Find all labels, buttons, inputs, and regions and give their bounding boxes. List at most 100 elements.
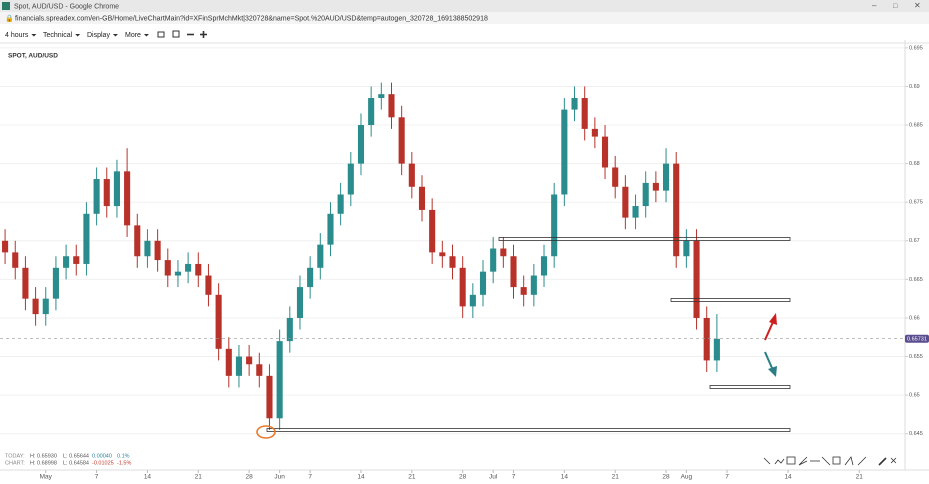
candle-body <box>225 348 232 376</box>
candle-body <box>601 136 609 168</box>
y-tick-label: 0.69 <box>909 84 920 90</box>
candle-body <box>307 267 314 288</box>
x-tick-label: 14 <box>784 474 792 481</box>
candle-body <box>469 294 476 307</box>
menu-button[interactable]: More <box>125 32 141 39</box>
maximize[interactable]: □ <box>893 3 898 10</box>
drawn-zones <box>266 237 791 432</box>
info-cell: CHART: <box>5 460 25 466</box>
chart-title: SPOT, AUD/USD <box>8 53 58 60</box>
candle-body <box>2 240 9 253</box>
arrow-up <box>764 313 777 341</box>
info-cell: 0.1% <box>117 453 130 459</box>
info-cell: -0.01025 <box>92 460 114 466</box>
y-tick-label: 0.66 <box>909 315 920 321</box>
candle-body <box>378 94 385 99</box>
lock-icon: 🔒 <box>5 14 14 22</box>
candle-body <box>347 163 354 195</box>
y-tick-label: 0.655 <box>909 354 923 360</box>
candle-body <box>205 275 212 295</box>
tool[interactable] <box>857 456 867 466</box>
info-cell: L: 0.65644 <box>63 453 89 459</box>
x-tick-label: 7 <box>308 474 312 481</box>
tool[interactable] <box>763 457 771 465</box>
save-icon[interactable] <box>172 30 180 38</box>
toolbar-icons <box>157 30 207 38</box>
y-tick-label: 0.685 <box>909 122 923 128</box>
candle-body <box>276 341 283 419</box>
candle-body <box>662 163 670 191</box>
y-tick-label: 0.67 <box>909 238 920 244</box>
tool[interactable] <box>832 456 841 465</box>
drawing-tools <box>763 456 897 466</box>
menu-button[interactable]: Technical <box>43 32 73 39</box>
candle-body <box>195 263 202 276</box>
candle-body <box>581 98 588 129</box>
candle-body <box>429 209 436 253</box>
x-tick-label: 14 <box>357 474 365 481</box>
app-icon <box>2 2 10 10</box>
tool[interactable] <box>878 457 887 466</box>
x-tick-label: 28 <box>662 474 670 481</box>
candle-body <box>103 179 110 207</box>
zone[interactable] <box>670 298 791 302</box>
tool[interactable] <box>798 456 808 466</box>
candle-body <box>561 109 568 195</box>
last-price-label: 0.65731 <box>907 337 927 343</box>
candle-body <box>93 179 100 214</box>
candle-body <box>673 163 680 257</box>
candle-body <box>703 317 710 361</box>
address-bar[interactable] <box>0 12 929 24</box>
candle-body <box>144 240 151 257</box>
candle-body <box>286 317 293 342</box>
close[interactable]: ✕ <box>914 1 921 10</box>
x-tick-label: 28 <box>246 474 254 481</box>
menu-button[interactable]: 4 hours <box>5 32 29 39</box>
candle-body <box>63 256 70 268</box>
plot: 0.645 0.65 0.655 0.66 0.665 0.67 0.675 0.68 0.68… <box>0 40 929 481</box>
candle-body <box>510 256 517 288</box>
zone[interactable] <box>266 428 791 432</box>
candle-body <box>42 298 49 315</box>
candle-body <box>632 206 639 218</box>
x-tick-label: Aug <box>681 474 693 481</box>
y-tick-label: 0.665 <box>909 277 923 283</box>
zone[interactable] <box>498 237 791 241</box>
candle-body <box>22 267 29 299</box>
candle-body <box>642 182 649 207</box>
candle-body <box>32 298 39 315</box>
zone[interactable] <box>709 385 791 389</box>
candle-body <box>439 252 446 257</box>
candle-body <box>124 171 131 226</box>
menu-caret <box>112 34 118 37</box>
candle-body <box>52 267 59 299</box>
x-tick-label: 21 <box>195 474 203 481</box>
tool[interactable] <box>844 456 854 466</box>
info-cell: L: 0.64584 <box>63 460 89 466</box>
menu-caret <box>75 34 81 37</box>
candle-body <box>154 240 161 261</box>
open-icon[interactable] <box>157 31 165 38</box>
tool[interactable] <box>890 457 897 464</box>
title-bar <box>0 0 929 12</box>
minimize[interactable]: – <box>872 1 877 10</box>
menu-button[interactable]: Display <box>87 32 110 39</box>
menu-caret <box>31 34 37 37</box>
tool[interactable] <box>786 456 796 465</box>
candle-body <box>612 167 619 187</box>
candle-body <box>530 275 537 295</box>
x-tick-label: 7 <box>725 474 729 481</box>
tool[interactable] <box>774 458 785 465</box>
candle-body <box>398 117 405 164</box>
candle-body <box>571 98 578 110</box>
x-tick-label: 21 <box>408 474 416 481</box>
candle-body <box>591 128 598 137</box>
info-panel: TODAY: H: 0.65930 L: 0.65644 0.00040 0.1% CHA… <box>5 453 131 466</box>
candle-body <box>713 338 720 361</box>
last-price-box <box>905 334 929 343</box>
candle-body <box>408 163 415 187</box>
tool[interactable] <box>821 456 831 466</box>
url[interactable]: financials.spreadex.com/en-GB/Home/LiveC… <box>15 15 488 22</box>
highlight-circle <box>256 425 276 439</box>
